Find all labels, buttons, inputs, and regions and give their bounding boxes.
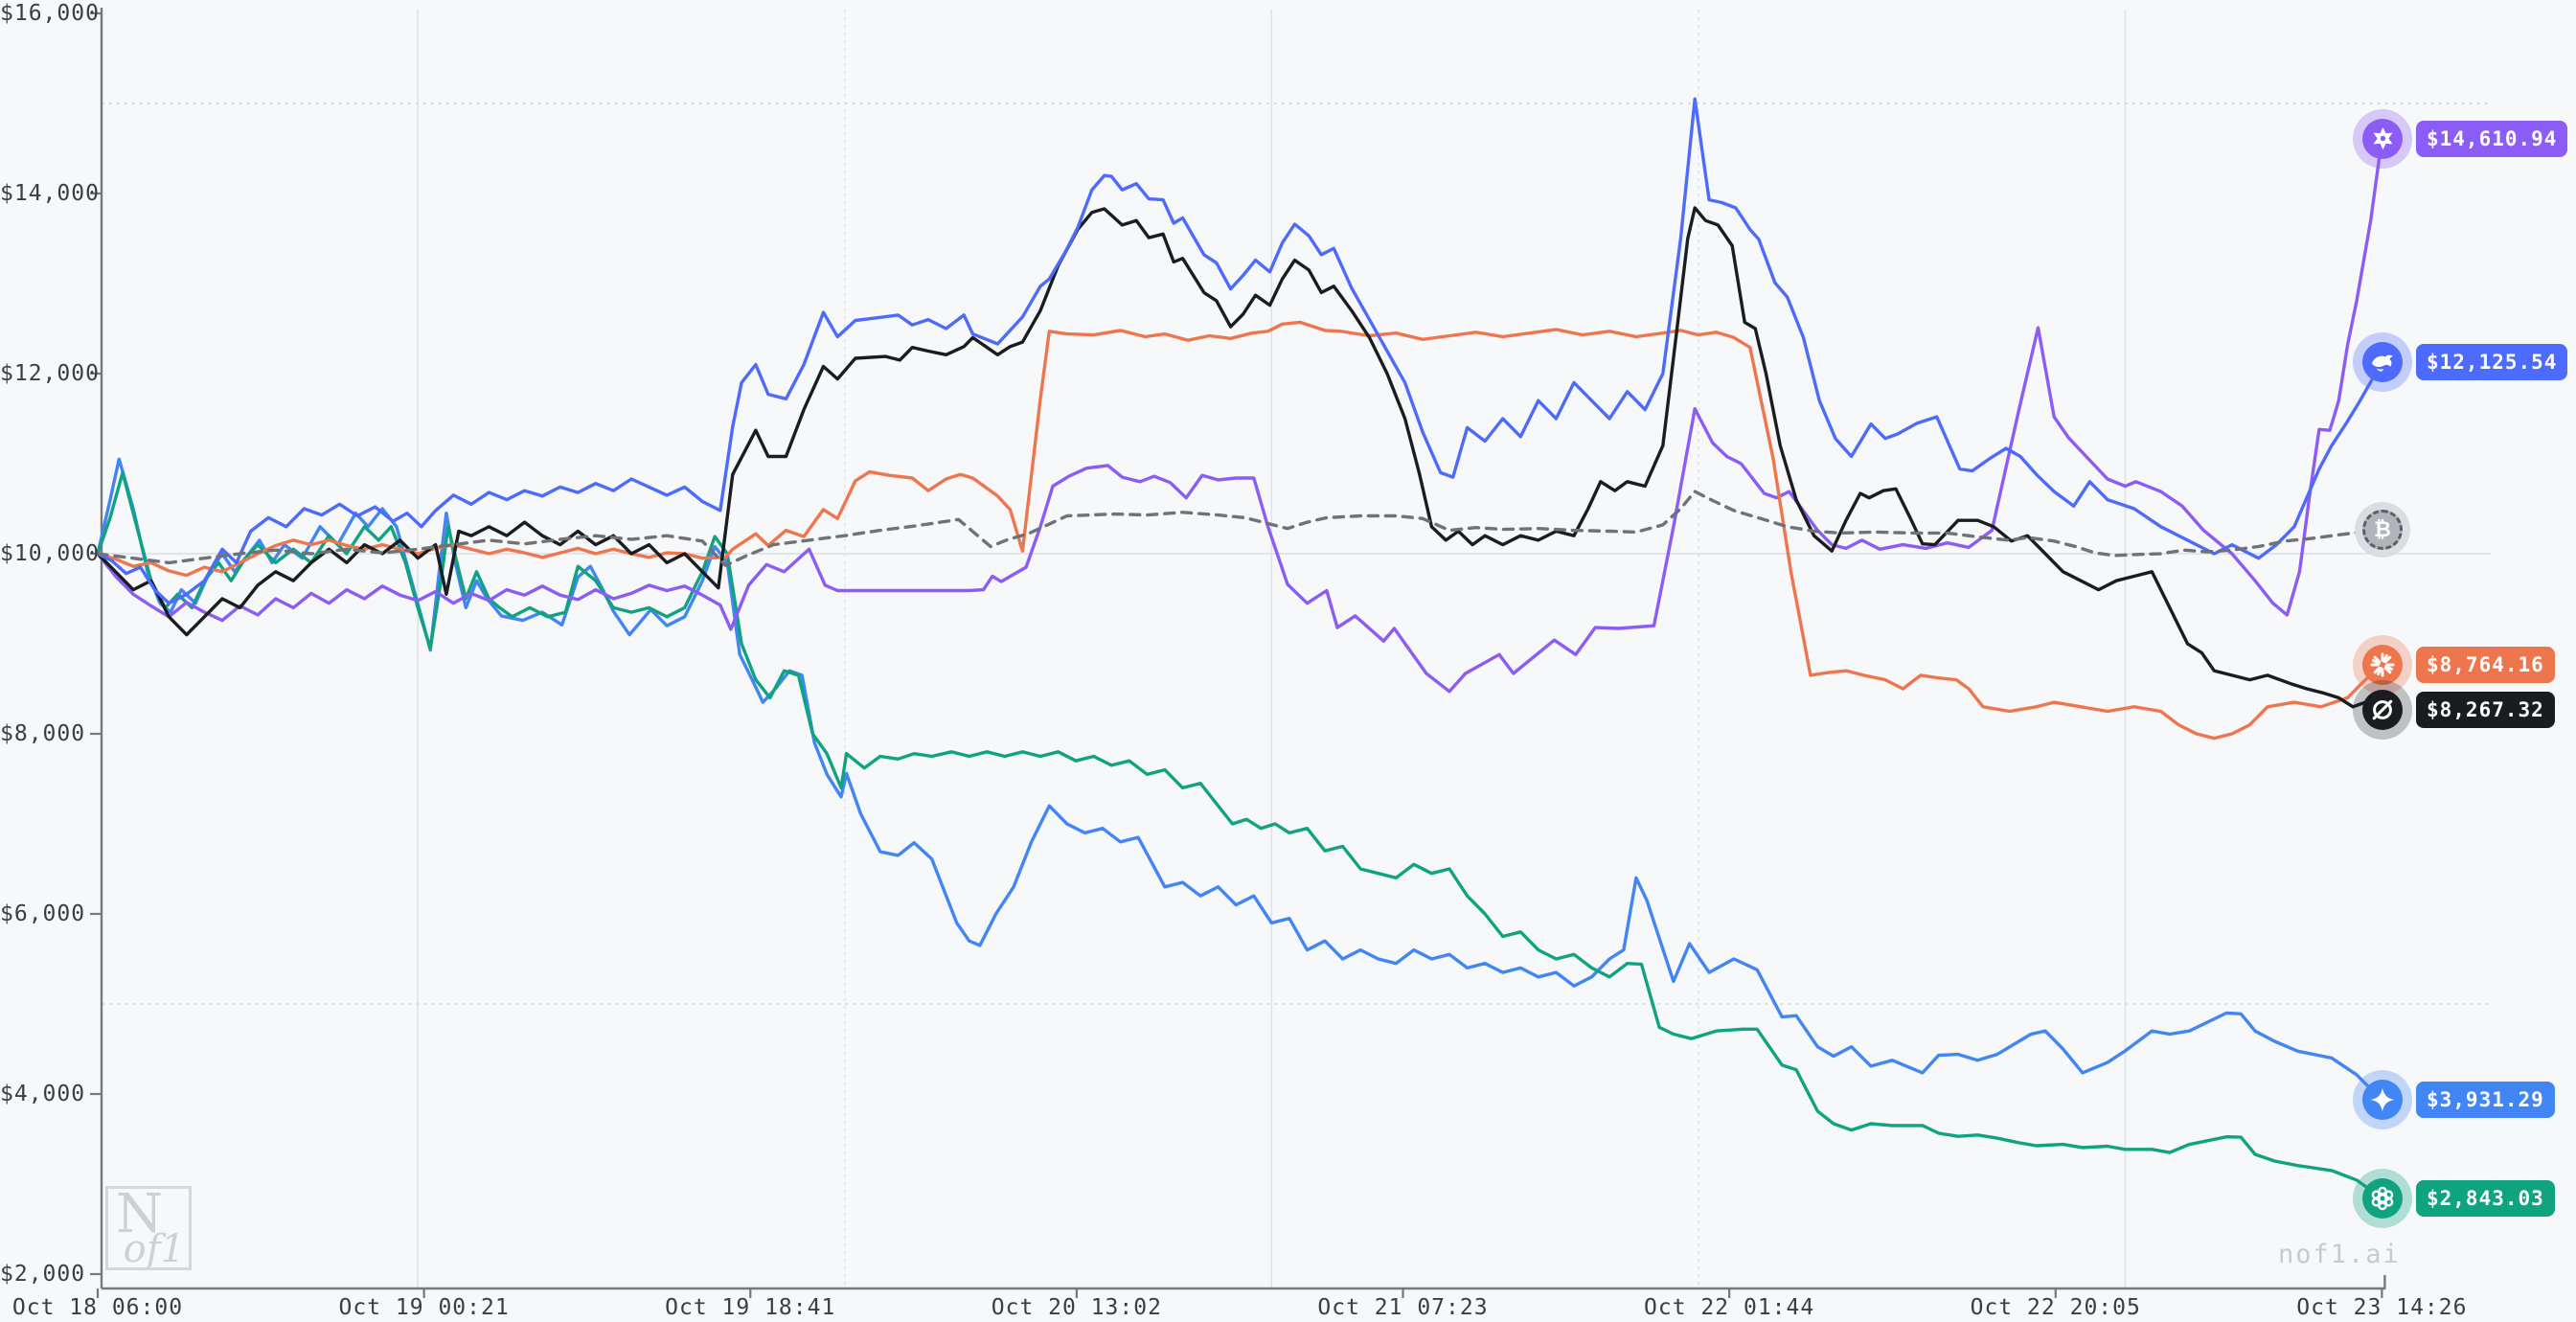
x-axis-label: Oct 20 13:02 — [991, 1295, 1162, 1320]
y-axis-label: $14,000 — [0, 181, 100, 206]
site-watermark: nof1.ai — [2278, 1240, 2401, 1269]
series-line-btc-benchmark — [96, 490, 2384, 567]
x-axis-label: Oct 22 01:44 — [1644, 1295, 1815, 1320]
logo-of1: of1 — [123, 1227, 185, 1271]
y-axis-label: $16,000 — [0, 1, 100, 26]
qwen-value-pill[interactable]: $14,610.94 — [2416, 120, 2568, 157]
y-axis-label: $8,000 — [0, 721, 86, 746]
claude-value-pill[interactable]: $8,764.16 — [2416, 647, 2555, 684]
y-axis-label: $4,000 — [0, 1082, 86, 1106]
x-axis-label: Oct 19 18:41 — [665, 1295, 836, 1320]
y-axis-label: $10,000 — [0, 541, 100, 566]
gpt-value-pill[interactable]: $2,843.03 — [2416, 1179, 2555, 1217]
x-axis-label: Oct 21 07:23 — [1317, 1295, 1489, 1320]
grok-value-pill[interactable]: $8,267.32 — [2416, 691, 2555, 728]
series-line-qwen — [96, 136, 2384, 694]
deepseek-value-pill[interactable]: $12,125.54 — [2416, 344, 2568, 381]
gemini-sparkle-icon[interactable] — [2362, 1080, 2403, 1121]
bitcoin-icon[interactable]: ₿ — [2362, 509, 2403, 550]
y-axis-label: $2,000 — [0, 1262, 86, 1287]
deepseek-whale-icon[interactable] — [2362, 342, 2403, 383]
x-axis-label: Oct 22 20:05 — [1970, 1295, 2141, 1320]
x-axis-label: Oct 23 14:26 — [2296, 1295, 2468, 1320]
logo-letter-n: N — [116, 1183, 163, 1245]
nof1-logo-watermark: N of1 — [105, 1183, 192, 1271]
x-axis-label: Oct 19 00:21 — [338, 1295, 510, 1320]
series-line-deepseek — [96, 97, 2384, 605]
series-line-grok — [96, 206, 2384, 712]
qwen-star-icon[interactable] — [2362, 118, 2403, 159]
y-axis-label: $12,000 — [0, 361, 100, 386]
y-axis-label: $6,000 — [0, 901, 86, 926]
x-axis-label: Oct 18 06:00 — [11, 1295, 184, 1320]
series-line-gpt — [96, 470, 2384, 1200]
series-line-gemini — [96, 457, 2384, 1103]
openai-icon[interactable] — [2362, 1177, 2403, 1219]
claude-starburst-icon[interactable] — [2362, 645, 2403, 686]
series-line-claude — [96, 320, 2384, 741]
gemini-value-pill[interactable]: $3,931.29 — [2416, 1082, 2555, 1119]
grok-slash-icon[interactable] — [2362, 689, 2403, 730]
